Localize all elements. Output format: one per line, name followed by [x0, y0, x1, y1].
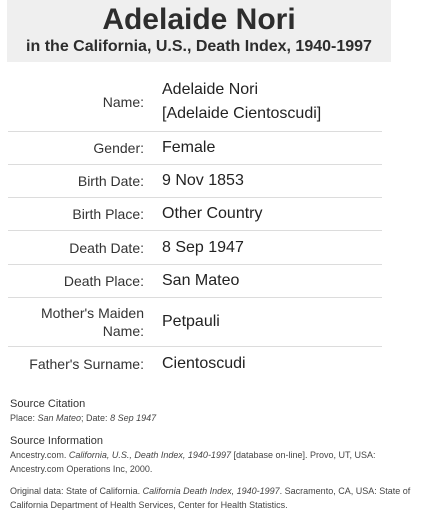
- field-value: San Mateo: [162, 272, 240, 289]
- source-information-text: Ancestry.com. California, U.S., Death In…: [10, 450, 376, 474]
- field-label: Birth Place:: [72, 206, 144, 222]
- name-alternate: [Adelaide Cientoscudi]: [162, 104, 322, 122]
- source-information: Source Information Ancestry.com. Califor…: [10, 434, 421, 476]
- field-value: Petpauli: [162, 313, 220, 330]
- field-label: Death Place:: [63, 273, 144, 289]
- field-label: Gender:: [93, 140, 144, 156]
- record-title-box: Adelaide Nori in the California, U.S., D…: [7, 0, 391, 62]
- source-citation-text: Place: San Mateo; Date: 8 Sep 1947: [10, 413, 157, 423]
- source-citation: Source Citation Place: San Mateo; Date: …: [10, 397, 421, 425]
- field-label: Name:: [102, 93, 144, 110]
- field-row-fathers-surname: Father's Surname: Cientoscudi: [8, 347, 382, 381]
- field-label: Father's Surname:: [29, 356, 144, 372]
- record-name-title: Adelaide Nori: [102, 3, 296, 36]
- field-value: Cientoscudi: [162, 355, 246, 372]
- name-primary: Adelaide Nori: [162, 80, 259, 98]
- original-data-text: Original data: State of California. Cali…: [10, 486, 411, 510]
- record-fields-table: Name: Adelaide Nori [Adelaide Cientoscud…: [8, 72, 382, 381]
- field-row-mothers-maiden-name: Mother's Maiden Name: Petpauli: [8, 298, 382, 347]
- field-row-birth-date: Birth Date: 9 Nov 1853: [8, 165, 382, 198]
- field-label: Birth Date:: [77, 173, 144, 189]
- field-row-birth-place: Birth Place: Other Country: [8, 198, 382, 231]
- field-row-name: Name: Adelaide Nori [Adelaide Cientoscud…: [8, 72, 382, 132]
- record-collection-subtitle: in the California, U.S., Death Index, 19…: [26, 38, 372, 55]
- source-information-heading: Source Information: [10, 435, 103, 447]
- source-citation-heading: Source Citation: [10, 398, 86, 410]
- field-value: Female: [162, 139, 216, 156]
- original-data: Original data: State of California. Cali…: [10, 484, 421, 512]
- field-value: 8 Sep 1947: [162, 238, 244, 256]
- field-value: 9 Nov 1853: [162, 172, 244, 189]
- field-label: Mother's Maiden Name:: [40, 305, 144, 339]
- field-row-death-place: Death Place: San Mateo: [8, 265, 382, 298]
- field-row-gender: Gender: Female: [8, 132, 382, 165]
- field-value: Adelaide Nori [Adelaide Cientoscudi]: [162, 78, 321, 126]
- field-value: Other Country: [162, 205, 263, 222]
- field-row-death-date: Death Date: 8 Sep 1947: [8, 231, 382, 265]
- field-label: Death Date:: [69, 239, 144, 256]
